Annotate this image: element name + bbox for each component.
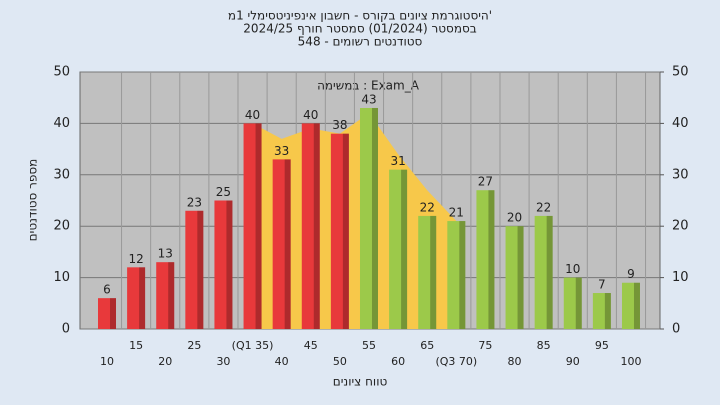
bar [301, 123, 320, 330]
data-label: 33 [274, 144, 289, 158]
bar [389, 169, 408, 329]
bar-shade [284, 159, 291, 329]
x-tick-label: 75 [478, 339, 492, 352]
bar-shade [546, 215, 553, 329]
bar [272, 159, 291, 329]
data-label: 13 [158, 247, 173, 261]
y2-tick-label: 50 [672, 65, 689, 80]
bar [592, 293, 611, 329]
annotation: במשימה : Exam_A [317, 79, 420, 93]
bar-shade [342, 133, 349, 329]
y-tick-label: 20 [53, 219, 70, 234]
title: בסמסטר (01/2024) סמסטר חורף 2024/25 [243, 22, 476, 36]
data-label: 10 [565, 262, 580, 276]
y-tick-label: 10 [53, 270, 70, 285]
y2-tick-label: 40 [672, 116, 689, 131]
y2-tick-label: 10 [672, 270, 689, 285]
bar [418, 215, 437, 329]
bar-shade [371, 107, 378, 329]
bar [447, 221, 466, 329]
data-label: 22 [420, 200, 435, 214]
x-tick-label: 50 [333, 355, 347, 368]
y2-tick-label: 30 [672, 167, 689, 182]
bar-shade [488, 190, 495, 329]
x-tick-label: 10 [100, 355, 114, 368]
bar [98, 298, 116, 329]
x-tick-label: 80 [508, 355, 522, 368]
y2-tick-label: 0 [672, 322, 680, 337]
bar [505, 226, 524, 329]
bar-shade [226, 200, 233, 329]
bar-shade [197, 210, 204, 329]
data-label: 12 [128, 252, 143, 266]
x-tick-label: 25 [187, 339, 201, 352]
x-tick-label: 95 [595, 339, 609, 352]
bar [534, 215, 553, 329]
bar [156, 262, 175, 329]
bar-shade [401, 169, 408, 329]
bar-shade [604, 293, 611, 329]
x-tick-label: 55 [362, 339, 376, 352]
title: סטודנטים רשומים - 548 [298, 35, 423, 49]
x-tick-label: 100 [620, 355, 641, 368]
x-tick-label: 30 [216, 355, 230, 368]
x-tick-label: (Q1 35) [232, 339, 274, 352]
bar-shade [168, 262, 175, 329]
data-label: 21 [449, 206, 464, 220]
y-tick-label: 30 [53, 167, 70, 182]
x-tick-label: 20 [158, 355, 172, 368]
bar [185, 210, 204, 329]
bar [330, 133, 349, 329]
bar-shade [313, 123, 320, 330]
bar-shade [575, 277, 582, 329]
x-tick-label: (Q3 70) [435, 355, 477, 368]
bar [359, 107, 378, 329]
y2-tick-label: 20 [672, 219, 689, 234]
bar-shade [517, 226, 524, 329]
data-label: 38 [332, 118, 347, 132]
x-tick-label: 90 [566, 355, 580, 368]
x-tick-label: 15 [129, 339, 143, 352]
bar-shade [255, 123, 262, 330]
bar-shade [110, 298, 116, 329]
x-tick-label: 65 [420, 339, 434, 352]
data-label: 40 [303, 108, 318, 122]
x-tick-label: 40 [275, 355, 289, 368]
data-label: 43 [361, 92, 376, 106]
bar-shade [139, 267, 146, 329]
data-label: 40 [245, 108, 260, 122]
y-tick-label: 40 [53, 116, 70, 131]
bar [214, 200, 233, 329]
data-label: 23 [187, 195, 202, 209]
bar [243, 123, 262, 330]
data-label: 27 [478, 175, 493, 189]
bar-shade [633, 282, 640, 329]
data-label: 7 [598, 278, 606, 292]
bar [621, 282, 640, 329]
bar [127, 267, 146, 329]
title: היסטוגרמת ציונים בקורס - חשבון אינפיניטס… [228, 9, 492, 23]
data-label: 9 [627, 267, 635, 281]
y-tick-label: 0 [62, 322, 70, 337]
y-tick-label: 50 [53, 65, 70, 80]
x-axis-label: טווח ציונים [333, 375, 388, 389]
bar [476, 190, 495, 329]
x-tick-label: 60 [391, 355, 405, 368]
bar-shade [430, 215, 437, 329]
data-label: 25 [216, 185, 231, 199]
data-label: 20 [507, 211, 522, 225]
bar [563, 277, 582, 329]
y-axis-label: מספר סטודנטים [26, 159, 40, 242]
data-label: 6 [103, 283, 111, 297]
x-tick-label: 85 [537, 339, 551, 352]
bar-shade [459, 221, 466, 329]
x-tick-label: 45 [304, 339, 318, 352]
data-label: 22 [536, 200, 551, 214]
data-label: 31 [390, 154, 405, 168]
